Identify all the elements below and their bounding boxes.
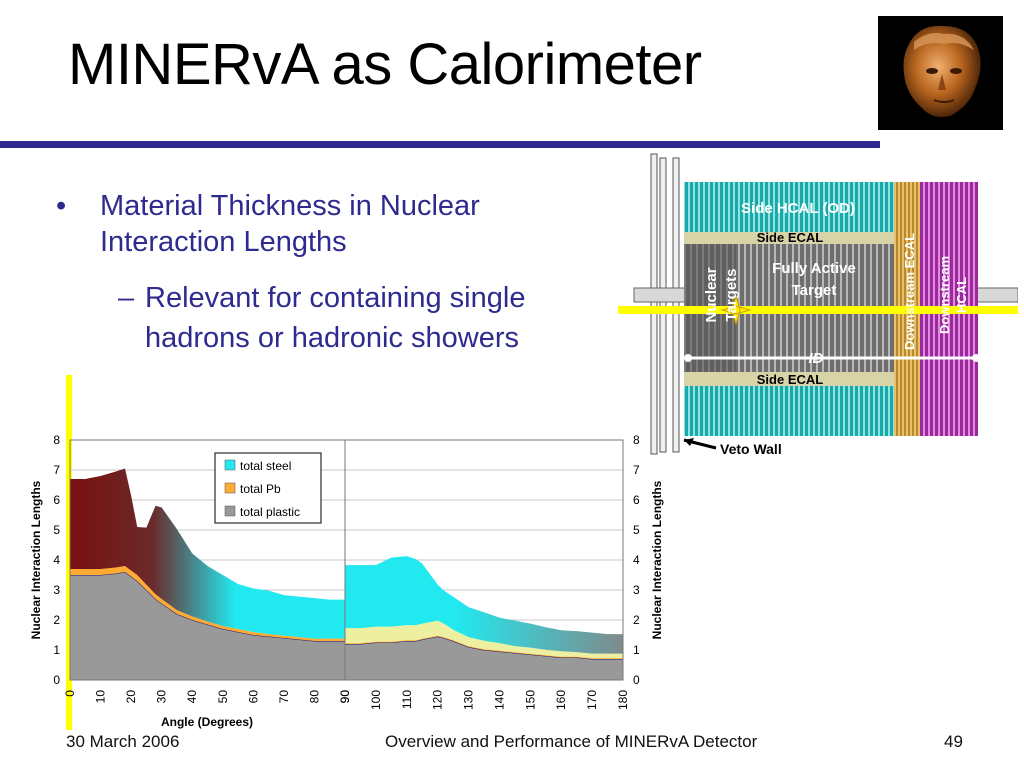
x-tick-label-left: 20 — [124, 690, 138, 704]
area-total-Pb-left — [70, 566, 345, 641]
x-tick-label-right: 120 — [431, 690, 445, 710]
y-tick-label-left: 1 — [53, 643, 60, 657]
side-hcal-bottom — [684, 386, 894, 436]
x-tick-label-left: 90 — [338, 690, 352, 704]
veto-plate-1 — [650, 153, 658, 455]
x-tick-label-right: 170 — [585, 690, 599, 710]
interaction-star-icon — [720, 294, 752, 326]
y-tick-label-left: 4 — [53, 553, 60, 567]
y-tick-label-left: 6 — [53, 493, 60, 507]
x-tick-label-left: 80 — [307, 690, 321, 704]
x-tick-label-left: 40 — [185, 690, 199, 704]
page-number: 49 — [944, 732, 963, 751]
footer-title: Overview and Performance of MINERvA Dete… — [385, 732, 758, 751]
legend-label-pb: total Pb — [240, 482, 281, 496]
legend-swatch-plastic — [224, 505, 236, 517]
label-side-hcal: Side HCAL (OD) — [741, 200, 855, 217]
y-tick-label-right: 4 — [633, 553, 640, 567]
x-tick-label-right: 180 — [616, 690, 630, 710]
bullet-text: Material Thickness in Nuclear Interactio… — [100, 190, 480, 258]
highlight-bar — [66, 375, 72, 730]
x-axis-label: Angle (Degrees) — [161, 715, 253, 729]
y-tick-label-left: 8 — [53, 433, 60, 447]
area-total-steel-right — [345, 556, 623, 654]
legend-swatch-pb — [224, 482, 236, 494]
veto-plate-2 — [659, 157, 667, 453]
x-tick-label-left: 60 — [246, 690, 260, 704]
legend-label-plastic: total plastic — [240, 505, 300, 519]
x-tick-label-right: 160 — [554, 690, 568, 710]
footer-date: 30 March 2006 — [66, 732, 180, 751]
y-tick-label-right: 1 — [633, 643, 640, 657]
label-downstream-hcal: Downstream HCAL — [937, 255, 969, 335]
y-tick-label-right: 6 — [633, 493, 640, 507]
area-yellow-layer-right — [345, 620, 623, 659]
x-tick-label-left: 70 — [277, 690, 291, 704]
y-tick-label-left: 2 — [53, 613, 60, 627]
sub-bullet-marker: – — [118, 282, 135, 314]
y-tick-label-left: 5 — [53, 523, 60, 537]
x-tick-label-left: 30 — [155, 690, 169, 704]
y-tick-label-right: 5 — [633, 523, 640, 537]
detector-schematic: Side HCAL (OD) Side ECAL Side ECAL ID Fu… — [618, 153, 1018, 457]
slide-title: MINERvA as Calorimeter — [68, 32, 702, 97]
title-rule — [0, 141, 880, 148]
x-tick-label-right: 90 — [338, 690, 352, 704]
x-tick-label-right: 110 — [400, 690, 414, 709]
minerva-head-logo — [878, 16, 1003, 130]
label-nuclear-targets: Nuclear Targets — [703, 267, 740, 323]
x-tick-label-left: 0 — [63, 690, 77, 697]
sub-bullet-text: Relevant for containing single hadrons o… — [145, 282, 526, 354]
plot-frame-right — [344, 439, 624, 681]
y-tick-label-left: 0 — [53, 673, 60, 687]
y-axis-label-left: Nuclear Interaction Lengths — [29, 480, 43, 639]
y-tick-label-right: 0 — [633, 673, 640, 687]
area-total-steel-left — [70, 468, 345, 639]
veto-plate-3 — [672, 157, 680, 453]
y-tick-label-left: 3 — [53, 583, 60, 597]
label-veto-wall: Veto Wall — [720, 441, 782, 457]
label-side-ecal-bottom: Side ECAL — [757, 372, 824, 387]
x-tick-label-right: 150 — [523, 690, 537, 710]
x-tick-label-right: 140 — [492, 690, 506, 710]
legend-label-steel: total steel — [240, 459, 291, 473]
side-ecal-top-band — [684, 232, 894, 244]
y-tick-label-right: 8 — [633, 433, 640, 447]
label-side-ecal-top: Side ECAL — [757, 230, 824, 245]
label-fully-active-target: Fully Active Target — [772, 260, 856, 299]
x-tick-label-right: 130 — [462, 690, 476, 710]
side-ecal-bottom-band — [684, 372, 894, 386]
y-axis-label-right: Nuclear Interaction Lengths — [650, 480, 664, 639]
x-tick-label-left: 10 — [94, 690, 108, 704]
y-tick-label-right: 2 — [633, 613, 640, 627]
label-downstream-ecal: Downstream ECAL — [902, 233, 917, 350]
x-tick-label-right: 100 — [369, 690, 383, 710]
veto-arrowhead-icon — [684, 438, 694, 446]
chart-legend: total steel total Pb total plastic — [214, 452, 322, 524]
side-hcal-top — [684, 182, 894, 232]
label-id: ID — [809, 350, 824, 367]
bullet-marker: • — [56, 190, 67, 222]
y-tick-label-right: 7 — [633, 463, 640, 477]
legend-swatch-steel — [224, 459, 236, 471]
y-tick-label-left: 7 — [53, 463, 60, 477]
y-tick-label-right: 3 — [633, 583, 640, 597]
x-tick-label-left: 50 — [216, 690, 230, 704]
